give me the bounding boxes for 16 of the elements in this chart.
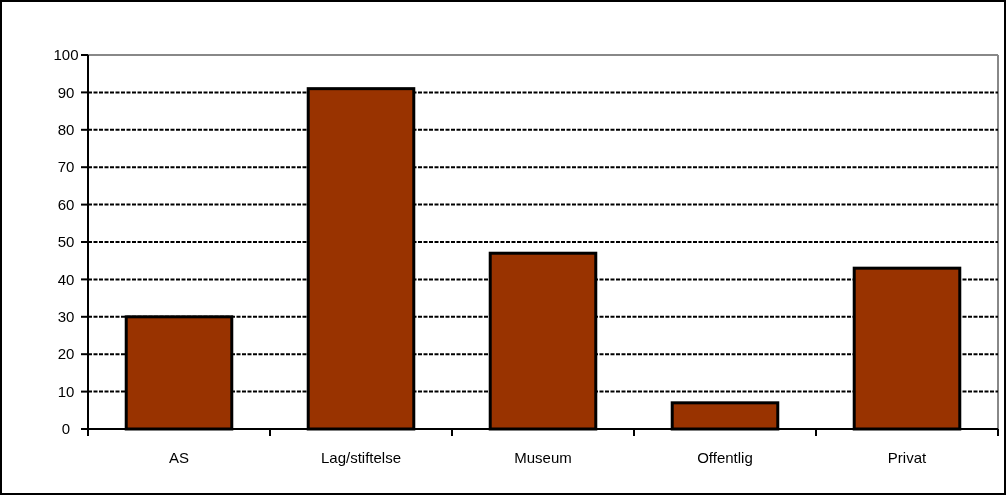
y-tick-label: 20 <box>57 345 75 363</box>
y-tick-label: 60 <box>57 195 75 213</box>
y-tick-label: 40 <box>57 270 75 288</box>
y-tick-label: 90 <box>57 83 75 101</box>
x-tick-label: Museum <box>514 449 572 466</box>
y-tick-label: 100 <box>53 46 79 64</box>
x-tick-label: Privat <box>887 449 927 466</box>
y-tick-label: 80 <box>57 121 75 139</box>
x-tick-label: Lag/stiftelse <box>320 449 402 466</box>
y-tick-label: 30 <box>57 308 75 326</box>
y-tick-label: 70 <box>57 158 75 176</box>
y-tick-label: 50 <box>57 233 75 251</box>
x-tick-label: Offentlig <box>697 449 753 466</box>
y-tick-label: 10 <box>57 382 75 400</box>
y-tick-label: 0 <box>61 420 71 438</box>
x-tick-label: AS <box>168 449 190 466</box>
